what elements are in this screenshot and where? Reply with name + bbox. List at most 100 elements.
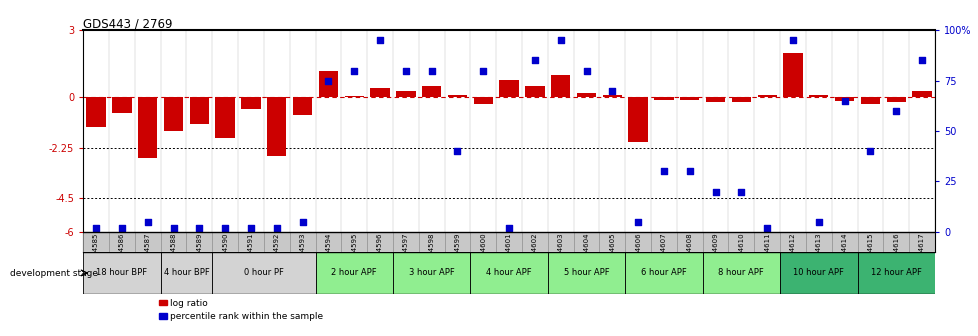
Bar	[909, 232, 934, 252]
Bar	[212, 232, 238, 252]
Text: GSM4591: GSM4591	[247, 232, 253, 266]
Point	[165, 225, 181, 230]
Bar	[496, 232, 521, 252]
Text: GSM4610: GSM4610	[737, 232, 743, 266]
Text: GSM4614: GSM4614	[841, 232, 847, 266]
Text: GSM4605: GSM4605	[608, 232, 615, 266]
Bar	[241, 97, 260, 109]
Point	[294, 219, 310, 224]
Text: GSM4604: GSM4604	[583, 232, 589, 266]
Bar	[705, 97, 725, 102]
Point	[501, 225, 516, 230]
Bar	[728, 232, 753, 252]
Point	[140, 219, 156, 224]
Bar	[112, 97, 131, 113]
Bar	[447, 95, 467, 97]
Text: GSM4602: GSM4602	[531, 232, 537, 266]
Text: GSM4592: GSM4592	[274, 232, 280, 266]
Bar	[576, 93, 596, 97]
Bar	[370, 88, 389, 97]
Bar	[857, 232, 882, 252]
Point	[217, 225, 233, 230]
Bar	[831, 232, 857, 252]
Text: 2 hour APF: 2 hour APF	[332, 268, 377, 278]
Text: GSM4603: GSM4603	[557, 232, 563, 266]
Bar	[138, 97, 157, 158]
Point	[707, 189, 723, 194]
Bar	[444, 232, 469, 252]
Point	[243, 225, 258, 230]
Bar	[473, 97, 493, 104]
Point	[88, 225, 104, 230]
Bar	[289, 232, 315, 252]
Bar	[779, 232, 805, 252]
Text: 6 hour APF: 6 hour APF	[641, 268, 687, 278]
Bar	[86, 97, 106, 127]
Point	[114, 225, 130, 230]
Bar	[344, 96, 364, 97]
Bar	[190, 97, 209, 124]
Point	[553, 38, 568, 43]
Text: GSM4615: GSM4615	[867, 232, 872, 266]
Bar	[602, 95, 621, 97]
Text: 3 hour APF: 3 hour APF	[409, 268, 454, 278]
Bar	[573, 232, 599, 252]
Bar	[422, 86, 441, 97]
Bar	[341, 232, 367, 252]
Bar	[83, 232, 109, 252]
Text: GSM4609: GSM4609	[712, 232, 718, 266]
Point	[862, 149, 877, 154]
Bar	[215, 97, 235, 138]
Bar	[834, 97, 854, 101]
Bar	[782, 53, 802, 97]
Text: 10 hour APF: 10 hour APF	[792, 268, 843, 278]
Bar	[860, 97, 879, 104]
Bar	[367, 232, 392, 252]
Point	[836, 98, 852, 103]
Bar	[83, 252, 160, 294]
Text: GSM4607: GSM4607	[660, 232, 666, 266]
Text: GSM4613: GSM4613	[815, 232, 821, 266]
Bar	[396, 91, 415, 97]
Text: 12 hour APF: 12 hour APF	[869, 268, 920, 278]
Text: 0 hour PF: 0 hour PF	[244, 268, 284, 278]
Bar	[625, 232, 650, 252]
Text: 4 hour APF: 4 hour APF	[486, 268, 531, 278]
Text: GSM4598: GSM4598	[428, 232, 434, 266]
Text: GSM4590: GSM4590	[222, 232, 228, 266]
Bar	[160, 252, 212, 294]
Bar	[548, 232, 573, 252]
Text: GSM4617: GSM4617	[918, 232, 924, 266]
Text: GSM4606: GSM4606	[635, 232, 641, 266]
Bar	[625, 252, 702, 294]
Point	[603, 88, 619, 93]
Point	[423, 68, 439, 73]
Bar	[882, 232, 909, 252]
Bar	[264, 232, 289, 252]
Bar	[524, 86, 544, 97]
Bar	[805, 232, 831, 252]
Point	[913, 58, 929, 63]
Bar	[499, 80, 518, 97]
Point	[810, 219, 825, 224]
Text: GSM4586: GSM4586	[118, 232, 125, 266]
Point	[655, 169, 671, 174]
Bar	[886, 97, 905, 102]
Bar	[676, 232, 702, 252]
Point	[475, 68, 491, 73]
Text: GSM4599: GSM4599	[454, 232, 460, 266]
Text: development stage: development stage	[10, 269, 98, 278]
Point	[630, 219, 645, 224]
Point	[320, 78, 335, 83]
Text: 5 hour APF: 5 hour APF	[563, 268, 608, 278]
Bar	[548, 252, 625, 294]
Bar	[163, 97, 183, 131]
Bar	[160, 232, 186, 252]
Point	[733, 189, 748, 194]
Bar	[650, 232, 676, 252]
Point	[759, 225, 775, 230]
Point	[346, 68, 362, 73]
Bar	[653, 97, 673, 100]
Text: GSM4585: GSM4585	[93, 232, 99, 266]
Bar	[680, 97, 698, 100]
